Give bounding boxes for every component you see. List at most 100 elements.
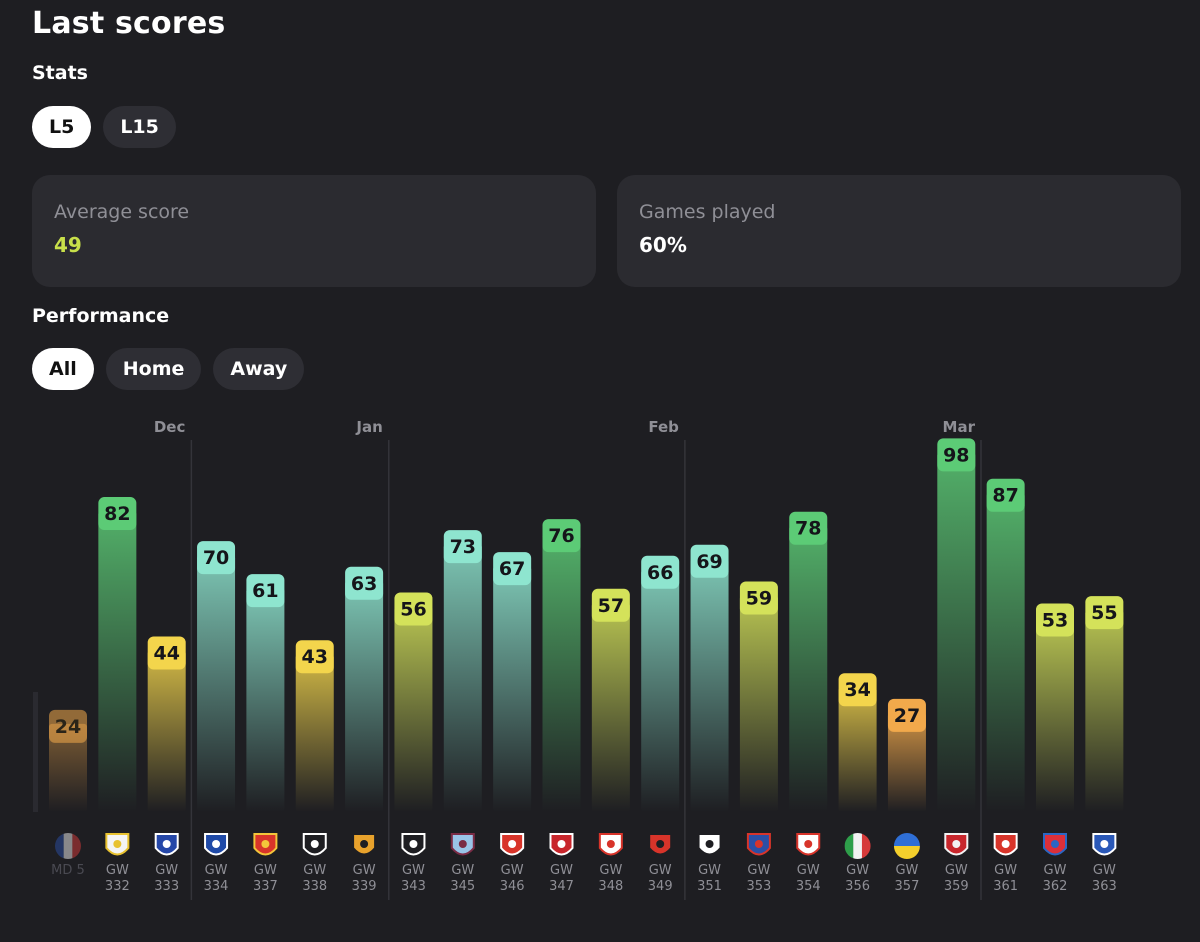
average-score-label: Average score [54, 201, 190, 223]
score-label: 87 [992, 485, 1018, 507]
wolves-crest-icon [352, 833, 377, 856]
tottenham-crest-icon [302, 833, 327, 856]
game-label: GW [747, 863, 770, 878]
score-label: 24 [55, 716, 81, 738]
score-bar[interactable] [690, 558, 729, 812]
game-label: MD 5 [51, 863, 85, 878]
score-bar[interactable] [197, 555, 236, 812]
game-label: GW [402, 863, 425, 878]
score-bar[interactable] [246, 588, 285, 812]
game-label: GW [649, 863, 672, 878]
score-label: 76 [548, 525, 574, 547]
month-label: Dec [154, 418, 186, 436]
filter-away-button[interactable]: Away [213, 348, 305, 390]
score-bar[interactable] [345, 580, 384, 812]
score-bar[interactable] [493, 566, 532, 812]
offscreen-bar-edge [33, 692, 38, 812]
score-bar[interactable] [641, 569, 680, 812]
score-bar[interactable] [937, 452, 976, 812]
game-label: 337 [253, 879, 278, 894]
average-score-value: 49 [54, 233, 82, 257]
score-label: 98 [943, 444, 969, 466]
rb-leipzig-crest-icon [796, 833, 821, 856]
games-played-card: Games played 60% [617, 175, 1181, 287]
game-label: 357 [895, 879, 920, 894]
score-label: 57 [598, 595, 624, 617]
score-bar[interactable] [394, 606, 433, 812]
score-label: 63 [351, 573, 377, 595]
game-label: GW [451, 863, 474, 878]
filter-l5-button[interactable]: L5 [32, 106, 92, 148]
game-label: GW [155, 863, 178, 878]
score-label: 27 [894, 705, 920, 727]
game-label: GW [846, 863, 869, 878]
score-bar[interactable] [591, 602, 630, 812]
score-badge [937, 438, 976, 472]
game-label: 361 [993, 879, 1018, 894]
score-bar[interactable] [1036, 617, 1074, 812]
game-label: GW [106, 863, 129, 878]
game-label: GW [205, 863, 228, 878]
score-bar[interactable] [838, 687, 877, 812]
score-badge [1085, 596, 1124, 630]
score-badge [542, 519, 581, 553]
score-bar[interactable] [49, 723, 87, 812]
score-bar[interactable] [147, 650, 186, 812]
filter-l15-button[interactable]: L15 [103, 106, 176, 148]
score-badge [1036, 603, 1074, 637]
score-bar[interactable] [443, 544, 482, 812]
game-label: GW [797, 863, 820, 878]
crystal-palace-crest-icon [746, 833, 771, 856]
score-bar[interactable] [739, 595, 778, 812]
page-title: Last scores [32, 6, 226, 41]
score-badge [98, 497, 137, 531]
game-label: 362 [1043, 879, 1068, 894]
game-label: 356 [845, 879, 870, 894]
score-bar[interactable] [1085, 610, 1124, 812]
score-label: 78 [795, 518, 821, 540]
game-label: GW [353, 863, 376, 878]
italy-flag-icon [844, 833, 871, 859]
score-badge [838, 673, 877, 707]
filter-home-button[interactable]: Home [105, 348, 202, 390]
game-label: GW [1093, 863, 1116, 878]
score-label: 59 [746, 587, 772, 609]
score-bar[interactable] [295, 654, 334, 812]
score-bar[interactable] [986, 492, 1025, 812]
leicester-crest-icon [1092, 833, 1117, 856]
score-badge [394, 592, 433, 626]
score-label: 66 [647, 562, 673, 584]
score-label: 73 [450, 536, 476, 558]
game-label: GW [599, 863, 622, 878]
liverpool-crest-icon [944, 833, 969, 856]
performance-heading: Performance [32, 305, 170, 327]
score-label: 53 [1042, 609, 1068, 631]
month-label: Feb [648, 418, 679, 436]
game-label: 346 [500, 879, 525, 894]
score-bar[interactable] [789, 525, 828, 812]
chelsea-crest-icon [204, 833, 229, 856]
score-badge [147, 636, 186, 670]
everton-crest-icon [154, 833, 179, 856]
score-label: 55 [1091, 602, 1117, 624]
score-badge [690, 544, 729, 578]
score-label: 44 [153, 643, 179, 665]
score-badge [443, 530, 482, 564]
score-bar[interactable] [98, 511, 137, 812]
average-score-card: Average score 49 [32, 175, 596, 287]
score-bar[interactable] [887, 712, 926, 812]
performance-filter-group: All Home Away [32, 348, 305, 390]
game-label: 353 [746, 879, 771, 894]
game-label: 338 [302, 879, 327, 894]
game-label: 349 [648, 879, 673, 894]
score-badge [591, 588, 630, 622]
game-label: GW [698, 863, 721, 878]
score-bar[interactable] [542, 533, 581, 812]
game-label: GW [303, 863, 326, 878]
game-label: GW [254, 863, 277, 878]
score-badge [986, 478, 1025, 512]
score-badge [641, 555, 680, 589]
filter-all-button[interactable]: All [32, 348, 94, 390]
game-label: GW [550, 863, 573, 878]
